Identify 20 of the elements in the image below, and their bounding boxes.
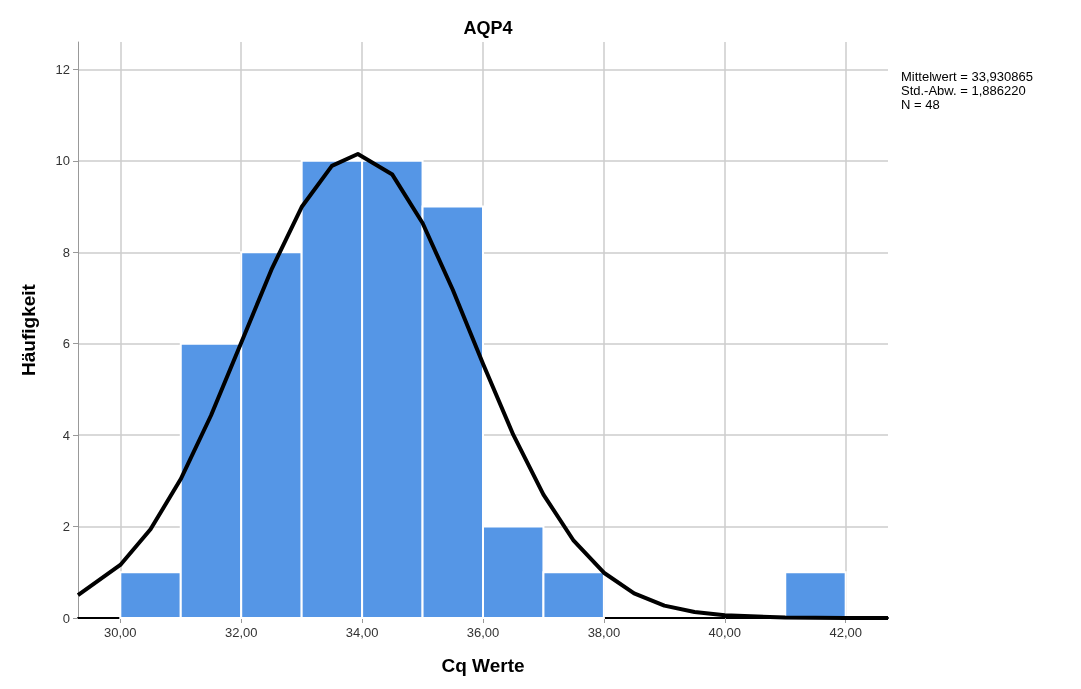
y-tick-label: 8 xyxy=(62,244,70,260)
y-tick-label: 6 xyxy=(62,336,70,352)
y-axis-title: Häufigkeit xyxy=(18,283,39,376)
x-tick-label: 32,00 xyxy=(224,625,258,640)
chart-title: AQP4 xyxy=(463,18,513,38)
x-axis-title: Cq Werte xyxy=(441,655,525,676)
x-tick-label: 40,00 xyxy=(708,625,742,640)
x-tick-label: 42,00 xyxy=(829,625,862,640)
y-tick-label: 12 xyxy=(55,61,70,77)
x-tick-label: 34,00 xyxy=(345,625,379,640)
text: N = 48 xyxy=(901,97,940,112)
y-tick-label: 2 xyxy=(62,519,70,535)
x-tick-label: 38,00 xyxy=(587,625,621,640)
y-tick-label: 4 xyxy=(62,427,70,443)
x-tick-label: 36,00 xyxy=(466,625,500,640)
text: Mittelwert = 33,930865 xyxy=(901,69,1033,84)
y-tick-label: 10 xyxy=(55,153,70,169)
text: Std.-Abw. = 1,886220 xyxy=(901,83,1026,98)
x-tick-label: 30,00 xyxy=(104,625,137,640)
y-tick-label: 0 xyxy=(62,610,70,626)
